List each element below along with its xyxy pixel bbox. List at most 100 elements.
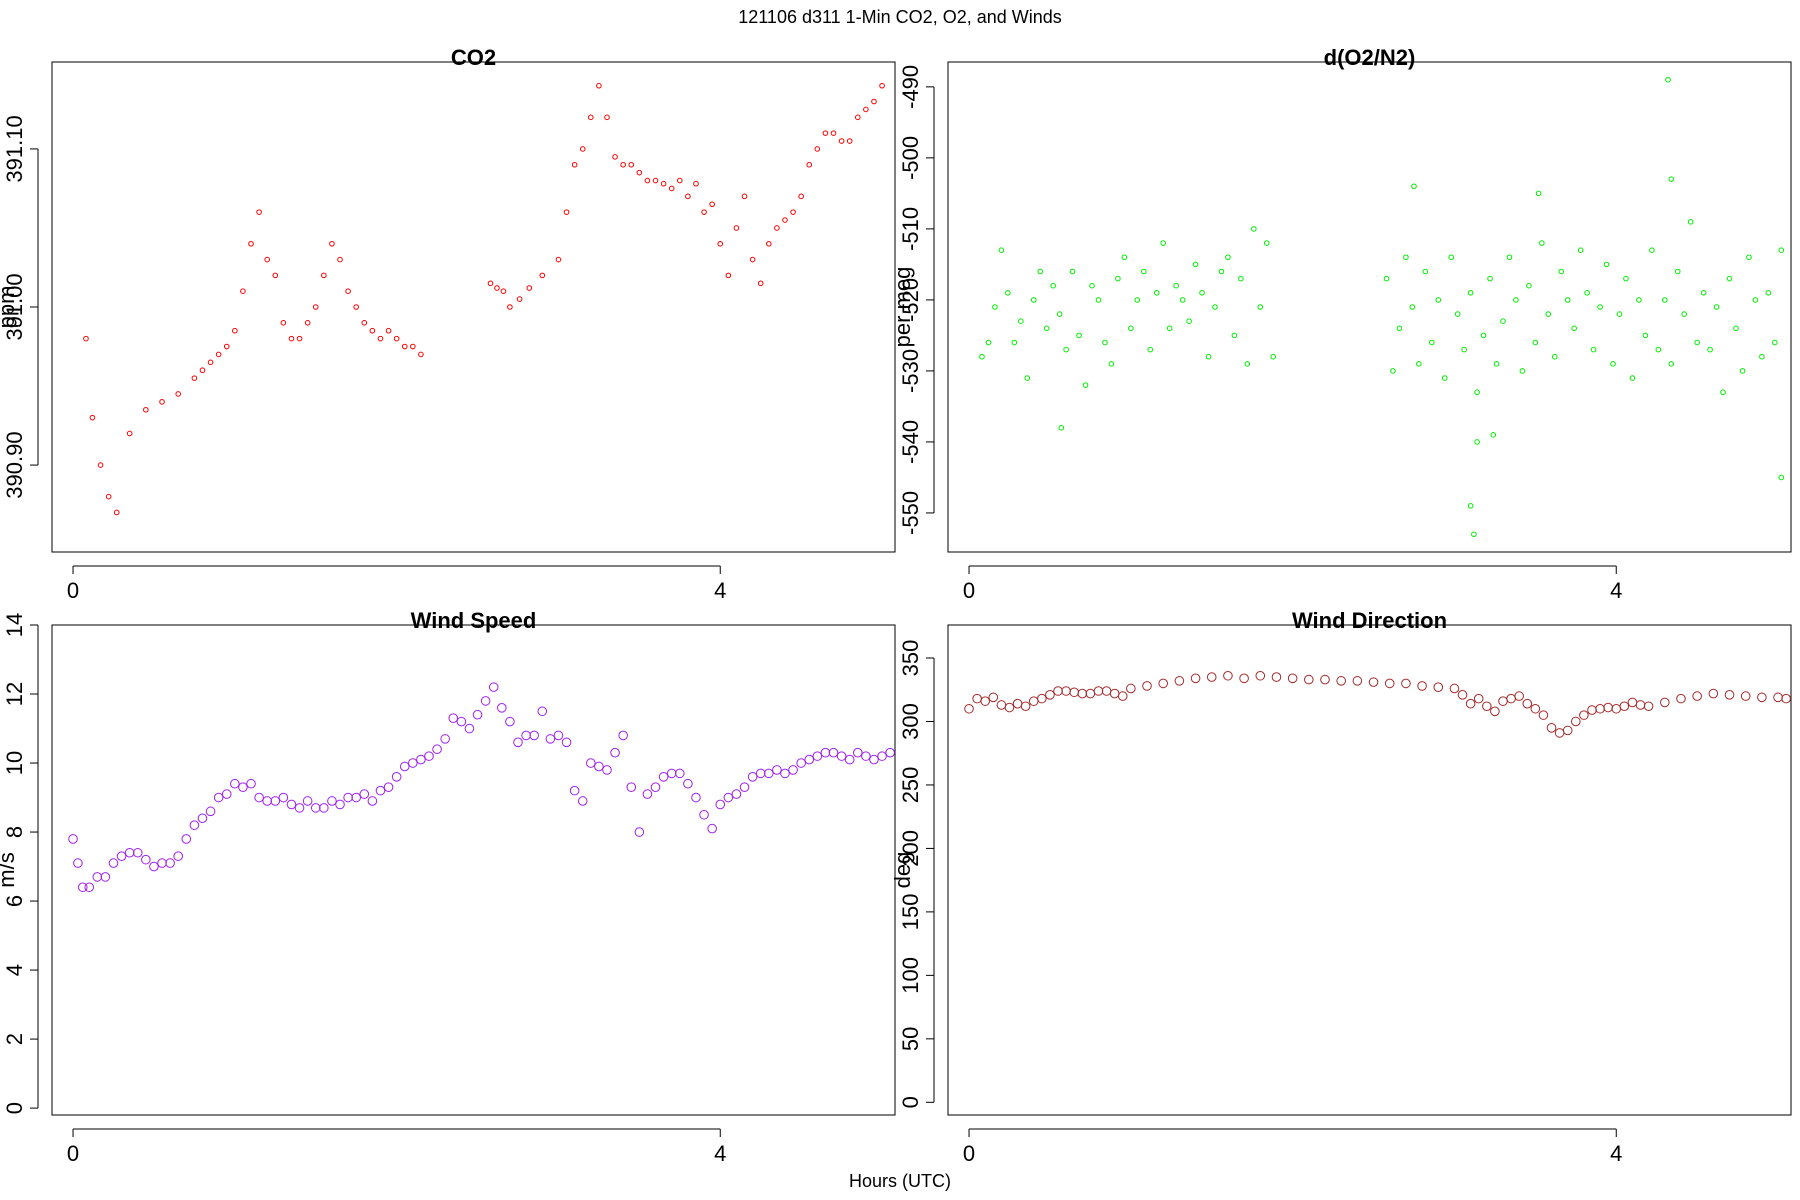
wdir-xtick-label: 4: [1610, 1141, 1622, 1166]
co2-data-point: [199, 367, 206, 374]
o2-data-point: [1597, 304, 1603, 310]
o2-data-point: [1590, 346, 1597, 353]
wdir-data-point: [1708, 688, 1719, 699]
o2-ytick-label: -500: [898, 136, 923, 180]
o2-data-point: [1383, 275, 1390, 282]
wdir-data-point: [1490, 706, 1500, 717]
o2-data-point: [1218, 268, 1225, 275]
wspd-data-point: [610, 747, 620, 758]
o2-data-point: [1577, 247, 1584, 253]
o2-data-point: [1435, 297, 1442, 303]
o2-data-point: [1050, 282, 1056, 289]
o2-data-point: [1173, 282, 1179, 289]
wdir-data-point: [1773, 692, 1783, 703]
co2-data-point: [223, 343, 230, 350]
wdir-data-point: [1352, 676, 1363, 686]
o2-data-point: [1140, 268, 1147, 275]
wspd-data-point: [310, 803, 321, 813]
wspd-data-point: [343, 792, 353, 803]
co2-xtick-label: 4: [714, 578, 726, 603]
co2-data-point: [668, 185, 675, 192]
o2-panel: d(O2/N2) per meg -550 -540 -530 -520 -510 -500 -…: [890, 45, 1792, 603]
wspd-data-point: [844, 754, 855, 765]
o2-data-point: [1500, 318, 1506, 325]
co2-data-point: [159, 399, 165, 405]
co2-data-point: [596, 82, 602, 89]
o2-data-point: [1694, 339, 1700, 346]
o2-data-point: [1551, 353, 1558, 360]
wspd-ytick-label: 14: [2, 613, 27, 637]
co2-data-point: [105, 493, 112, 500]
co2-data-point: [207, 359, 214, 366]
wspd-data-point: [852, 747, 863, 758]
wdir-data-point: [1287, 673, 1298, 684]
o2-data-point: [1487, 275, 1493, 282]
o2-data-point: [1493, 361, 1500, 367]
wdir-points: [964, 670, 1791, 738]
wdir-data-point: [1223, 670, 1233, 681]
wspd-data-point: [885, 747, 895, 758]
wdir-data-point: [1037, 693, 1047, 704]
wdir-data-point: [1619, 701, 1630, 712]
co2-data-point: [757, 280, 764, 287]
wspd-data-point: [675, 768, 685, 779]
co2-points: [83, 82, 885, 516]
wdir-data-point: [1433, 682, 1444, 693]
wspd-data-point: [92, 872, 103, 882]
co2-xtick-label: 0: [67, 578, 79, 603]
co2-data-point: [191, 375, 198, 381]
co2-data-point: [741, 193, 748, 200]
o2-data-point: [1186, 318, 1192, 325]
o2-data-point: [1108, 361, 1115, 367]
co2-data-point: [725, 272, 732, 279]
wspd-data-point: [521, 730, 531, 741]
wspd-data-point: [173, 851, 184, 861]
o2-data-point: [1448, 254, 1455, 261]
o2-data-point: [1778, 474, 1785, 481]
o2-data-point: [1018, 318, 1024, 325]
o2-data-point: [998, 247, 1005, 253]
wspd-data-point: [545, 734, 556, 744]
co2-data-point: [879, 82, 885, 89]
wspd-data-point: [594, 761, 604, 772]
o2-data-point: [1160, 240, 1166, 246]
wdir-data-point: [1522, 698, 1533, 709]
o2-data-point: [1752, 297, 1759, 303]
o2-data-point: [1089, 282, 1095, 289]
wdir-data-point: [1587, 705, 1597, 715]
wspd-title: Wind Speed: [411, 608, 537, 633]
co2-plot-frame: [51, 61, 896, 553]
wdir-data-point: [1117, 691, 1128, 701]
co2-data-point: [393, 335, 400, 342]
wdir-data-point: [1546, 723, 1557, 733]
o2-data-point: [1134, 297, 1141, 303]
wdir-data-point: [1724, 690, 1735, 700]
o2-data-point: [1746, 254, 1752, 261]
o2-data-point: [1422, 268, 1429, 275]
co2-data-point: [487, 280, 494, 287]
co2-data-point: [83, 335, 89, 342]
wdir-ytick-label: 150: [898, 894, 923, 931]
co2-data-point: [97, 462, 104, 468]
o2-data-point: [1396, 325, 1403, 332]
wdir-data-point: [1692, 691, 1702, 701]
o2-data-point: [1192, 261, 1199, 268]
o2-data-point: [1043, 325, 1050, 332]
co2-data-point: [749, 256, 756, 263]
o2-data-point: [1454, 311, 1461, 317]
wdir-data-point: [1004, 702, 1015, 713]
co2-data-point: [782, 217, 788, 223]
co2-data-point: [733, 225, 740, 231]
wspd-data-point: [763, 768, 774, 779]
wspd-plot-frame: [51, 624, 896, 1116]
wdir-data-point: [996, 700, 1007, 710]
co2-data-point: [494, 285, 500, 291]
o2-data-point: [1674, 268, 1681, 275]
wdir-data-point: [1190, 673, 1201, 684]
co2-data-point: [854, 114, 861, 121]
o2-data-point: [1603, 261, 1610, 268]
figure-title: 121106 d311 1-Min CO2, O2, and Winds: [738, 7, 1062, 27]
o2-data-point: [979, 353, 985, 360]
o2-data-point: [1416, 361, 1422, 367]
wdir-xtick-label: 0: [963, 1141, 975, 1166]
